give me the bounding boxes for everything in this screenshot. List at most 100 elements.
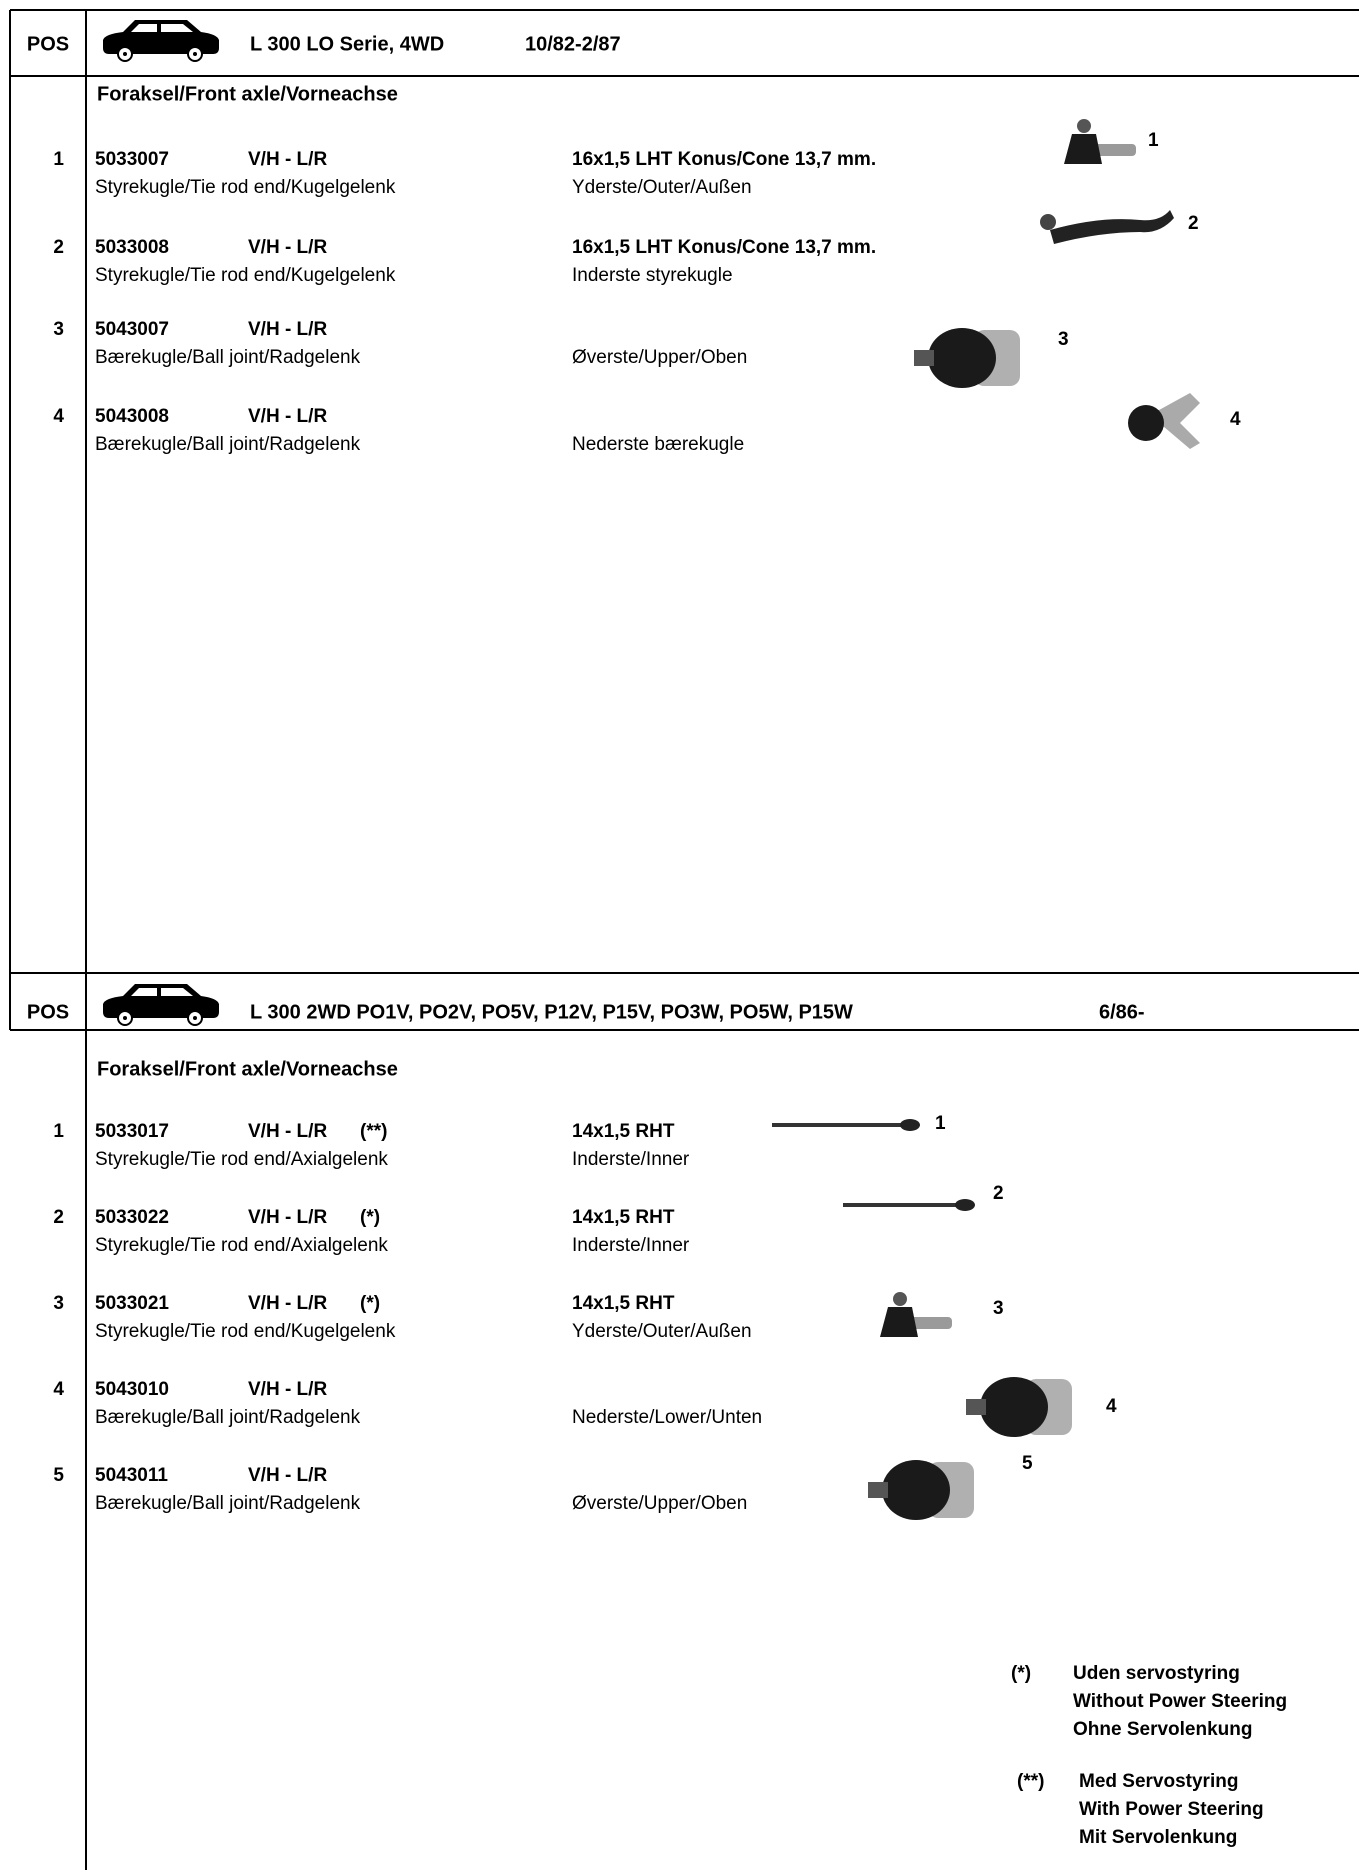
rod-end [955,1199,975,1211]
tie-body [1064,134,1102,164]
part-image [966,1377,1072,1437]
pos-header: POS [27,1001,69,1023]
part-number: 5043010 [95,1379,169,1400]
car-window [131,988,193,996]
section-period: 6/86- [1099,1001,1145,1023]
side: V/H - L/R [248,1121,327,1142]
spec: 14x1,5 RHT [572,1207,675,1228]
part-number: 5043007 [95,319,169,340]
plate [1150,393,1200,449]
note: Øverste/Upper/Oben [572,347,747,368]
pos-header: POS [27,33,69,55]
footnote-line: Ohne Servolenkung [1073,1719,1252,1740]
car-hub [123,1016,127,1020]
tie-ball [893,1292,907,1306]
part-number: 5033017 [95,1121,169,1142]
spec: 16x1,5 LHT Konus/Cone 13,7 mm. [572,237,876,258]
pos-number: 4 [53,406,64,427]
description: Styrekugle/Tie rod end/Axialgelenk [95,1149,388,1170]
pos-number: 2 [53,1207,64,1228]
description: Bærekugle/Ball joint/Radgelenk [95,1493,361,1514]
part-image [1040,210,1174,244]
footnote-line: With Power Steering [1079,1799,1264,1820]
tie-body [880,1307,918,1337]
joint-ball [928,328,996,388]
section-period: 10/82-2/87 [525,33,621,55]
rod [772,1123,918,1127]
description: Bærekugle/Ball joint/Radgelenk [95,347,361,368]
rod [843,1203,973,1207]
spec: 14x1,5 RHT [572,1293,675,1314]
side: V/H - L/R [248,1293,327,1314]
flag: (*) [360,1207,380,1228]
section-subtitle: Foraksel/Front axle/Vorneachse [97,1058,398,1080]
spec: 16x1,5 LHT Konus/Cone 13,7 mm. [572,149,876,170]
car-hub [123,52,127,56]
image-label: 2 [1188,213,1199,234]
note: Inderste styrekugle [572,265,733,286]
description: Bærekugle/Ball joint/Radgelenk [95,1407,361,1428]
image-label: 3 [993,1298,1004,1319]
image-label: 3 [1058,329,1069,350]
joint-ball [980,1377,1048,1437]
part-image [1064,119,1136,164]
note: Nederste bærekugle [572,434,744,455]
description: Styrekugle/Tie rod end/Kugelgelenk [95,1321,396,1342]
description: Styrekugle/Tie rod end/Kugelgelenk [95,177,396,198]
note: Yderste/Outer/Außen [572,177,752,198]
section-subtitle: Foraksel/Front axle/Vorneachse [97,83,398,105]
side: V/H - L/R [248,406,327,427]
joint-ball [882,1460,950,1520]
description: Styrekugle/Tie rod end/Axialgelenk [95,1235,388,1256]
description: Bærekugle/Ball joint/Radgelenk [95,434,361,455]
car-hub [193,52,197,56]
pos-number: 4 [53,1379,64,1400]
part-image [880,1292,952,1337]
car-window [131,24,193,32]
side: V/H - L/R [248,237,327,258]
footnote-mark: (**) [1017,1771,1044,1792]
part-image [772,1119,920,1131]
image-label: 1 [935,1113,946,1134]
car-icon [103,20,219,62]
flag: (*) [360,1293,380,1314]
plate-ball [1128,405,1164,441]
side: V/H - L/R [248,319,327,340]
part-number: 5043011 [95,1465,168,1486]
section-title: L 300 LO Serie, 4WD [250,33,444,55]
note: Yderste/Outer/Außen [572,1321,752,1342]
side: V/H - L/R [248,1207,327,1228]
footnote-line: Uden servostyring [1073,1663,1240,1684]
note: Inderste/Inner [572,1149,690,1170]
joint-stud [868,1482,888,1498]
car-hub [193,1016,197,1020]
tie-ball [1077,119,1091,133]
side: V/H - L/R [248,1465,327,1486]
note: Øverste/Upper/Oben [572,1493,747,1514]
section-title: L 300 2WD PO1V, PO2V, PO5V, P12V, P15V, … [250,1001,853,1023]
footnote-line: Mit Servolenkung [1079,1827,1237,1848]
part-number: 5033022 [95,1207,169,1228]
spec: 14x1,5 RHT [572,1121,675,1142]
pos-number: 3 [53,319,64,340]
footnote-line: Without Power Steering [1073,1691,1287,1712]
joint-stud [914,350,934,366]
note: Nederste/Lower/Unten [572,1407,762,1428]
rod-end [900,1119,920,1131]
car-body [103,20,219,54]
part-number: 5033008 [95,237,169,258]
note: Inderste/Inner [572,1235,690,1256]
car-body [103,984,219,1018]
car-icon [103,984,219,1026]
part-number: 5033007 [95,149,169,170]
side: V/H - L/R [248,1379,327,1400]
part-image [1128,393,1200,449]
image-label: 1 [1148,130,1159,151]
image-label: 2 [993,1183,1004,1204]
arm-ball [1040,214,1056,230]
pos-number: 1 [53,1121,64,1142]
part-image [843,1199,975,1211]
part-number: 5043008 [95,406,169,427]
